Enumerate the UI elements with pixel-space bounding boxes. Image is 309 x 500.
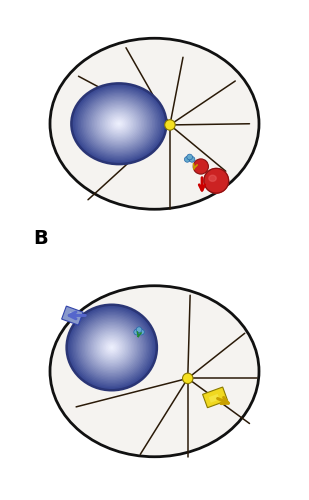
Ellipse shape — [85, 322, 139, 373]
Ellipse shape — [101, 109, 136, 138]
Ellipse shape — [76, 88, 162, 160]
Ellipse shape — [83, 93, 155, 154]
Ellipse shape — [67, 304, 157, 390]
Ellipse shape — [79, 90, 159, 158]
Ellipse shape — [95, 104, 143, 144]
Ellipse shape — [94, 330, 130, 364]
Bar — [68, 312, 77, 319]
Ellipse shape — [109, 344, 115, 350]
Ellipse shape — [106, 342, 118, 353]
Ellipse shape — [117, 122, 121, 125]
Ellipse shape — [103, 339, 121, 356]
Ellipse shape — [50, 38, 259, 209]
Circle shape — [193, 159, 208, 174]
Ellipse shape — [114, 120, 124, 128]
Ellipse shape — [77, 314, 146, 380]
Ellipse shape — [104, 340, 119, 354]
Ellipse shape — [95, 332, 128, 363]
Ellipse shape — [108, 114, 130, 133]
Ellipse shape — [83, 320, 140, 374]
Ellipse shape — [92, 101, 146, 146]
Circle shape — [189, 156, 195, 162]
Ellipse shape — [88, 324, 136, 370]
Ellipse shape — [90, 100, 147, 148]
Ellipse shape — [71, 84, 166, 164]
Ellipse shape — [111, 117, 127, 130]
Ellipse shape — [89, 326, 134, 369]
Ellipse shape — [76, 314, 148, 382]
Ellipse shape — [92, 329, 131, 366]
Ellipse shape — [116, 121, 122, 126]
Ellipse shape — [68, 306, 155, 389]
Ellipse shape — [71, 309, 152, 386]
Ellipse shape — [110, 346, 113, 349]
Polygon shape — [209, 175, 216, 182]
Ellipse shape — [100, 336, 124, 359]
Ellipse shape — [106, 113, 132, 134]
Circle shape — [165, 120, 175, 130]
Ellipse shape — [98, 334, 125, 360]
Ellipse shape — [109, 116, 128, 132]
Ellipse shape — [74, 86, 163, 162]
Ellipse shape — [73, 84, 165, 163]
Ellipse shape — [73, 310, 151, 384]
Ellipse shape — [84, 94, 154, 154]
Ellipse shape — [101, 338, 122, 357]
Circle shape — [134, 329, 140, 335]
Ellipse shape — [89, 98, 149, 150]
Text: B: B — [33, 229, 48, 248]
Ellipse shape — [82, 319, 142, 376]
Bar — [203, 387, 227, 407]
Ellipse shape — [100, 108, 138, 140]
Circle shape — [184, 156, 190, 162]
Ellipse shape — [94, 102, 144, 146]
Circle shape — [183, 373, 193, 384]
Ellipse shape — [86, 96, 152, 152]
Bar — [61, 306, 83, 325]
Ellipse shape — [97, 105, 141, 142]
Ellipse shape — [97, 333, 127, 362]
Bar — [209, 394, 220, 403]
Ellipse shape — [79, 316, 145, 379]
Polygon shape — [204, 168, 229, 193]
Ellipse shape — [70, 308, 154, 388]
Ellipse shape — [98, 106, 139, 141]
Ellipse shape — [87, 97, 150, 150]
Ellipse shape — [86, 324, 137, 372]
Ellipse shape — [74, 312, 149, 383]
Ellipse shape — [107, 343, 116, 352]
Ellipse shape — [105, 112, 133, 136]
Ellipse shape — [81, 92, 157, 156]
Ellipse shape — [103, 110, 135, 137]
Ellipse shape — [50, 286, 259, 457]
Ellipse shape — [112, 118, 125, 129]
Ellipse shape — [80, 318, 143, 378]
Circle shape — [136, 327, 142, 332]
Ellipse shape — [78, 89, 160, 158]
Ellipse shape — [91, 328, 133, 368]
Circle shape — [139, 329, 144, 335]
Circle shape — [187, 154, 193, 160]
